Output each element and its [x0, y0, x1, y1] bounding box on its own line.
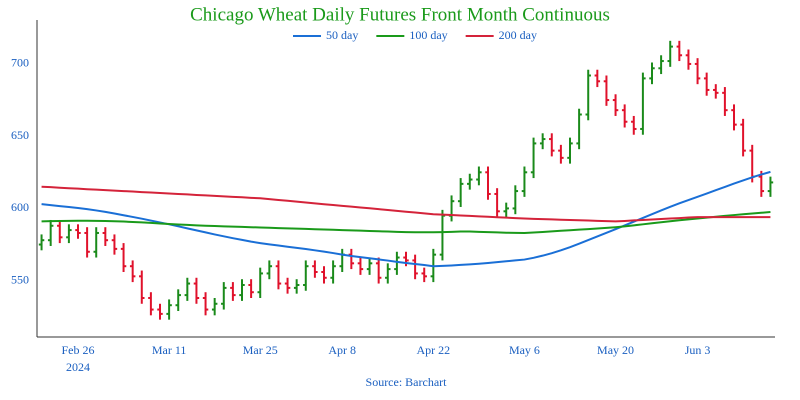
x-tick-label: Apr 8 — [328, 343, 356, 357]
x-tick-label: Apr 22 — [416, 343, 450, 357]
source-note: Source: Barchart — [366, 375, 448, 389]
legend-label: 100 day — [409, 28, 447, 42]
x-tick-label: May 20 — [597, 343, 634, 357]
legend-label: 50 day — [326, 28, 358, 42]
x-tick-label: Jun 3 — [685, 343, 711, 357]
y-tick-label: 550 — [11, 272, 29, 286]
y-tick-label: 650 — [11, 128, 29, 142]
x-year-label: 2024 — [66, 360, 90, 374]
chart-title: Chicago Wheat Daily Futures Front Month … — [190, 4, 610, 25]
y-tick-label: 600 — [11, 200, 29, 214]
x-tick-label: Mar 25 — [243, 343, 278, 357]
x-tick-label: Feb 26 — [62, 343, 95, 357]
moving-average-line — [41, 185, 771, 223]
y-tick-label: 700 — [11, 56, 29, 70]
legend-label: 200 day — [499, 28, 537, 42]
x-tick-label: May 6 — [509, 343, 540, 357]
x-tick-label: Mar 11 — [152, 343, 187, 357]
moving-average-line — [41, 211, 771, 234]
